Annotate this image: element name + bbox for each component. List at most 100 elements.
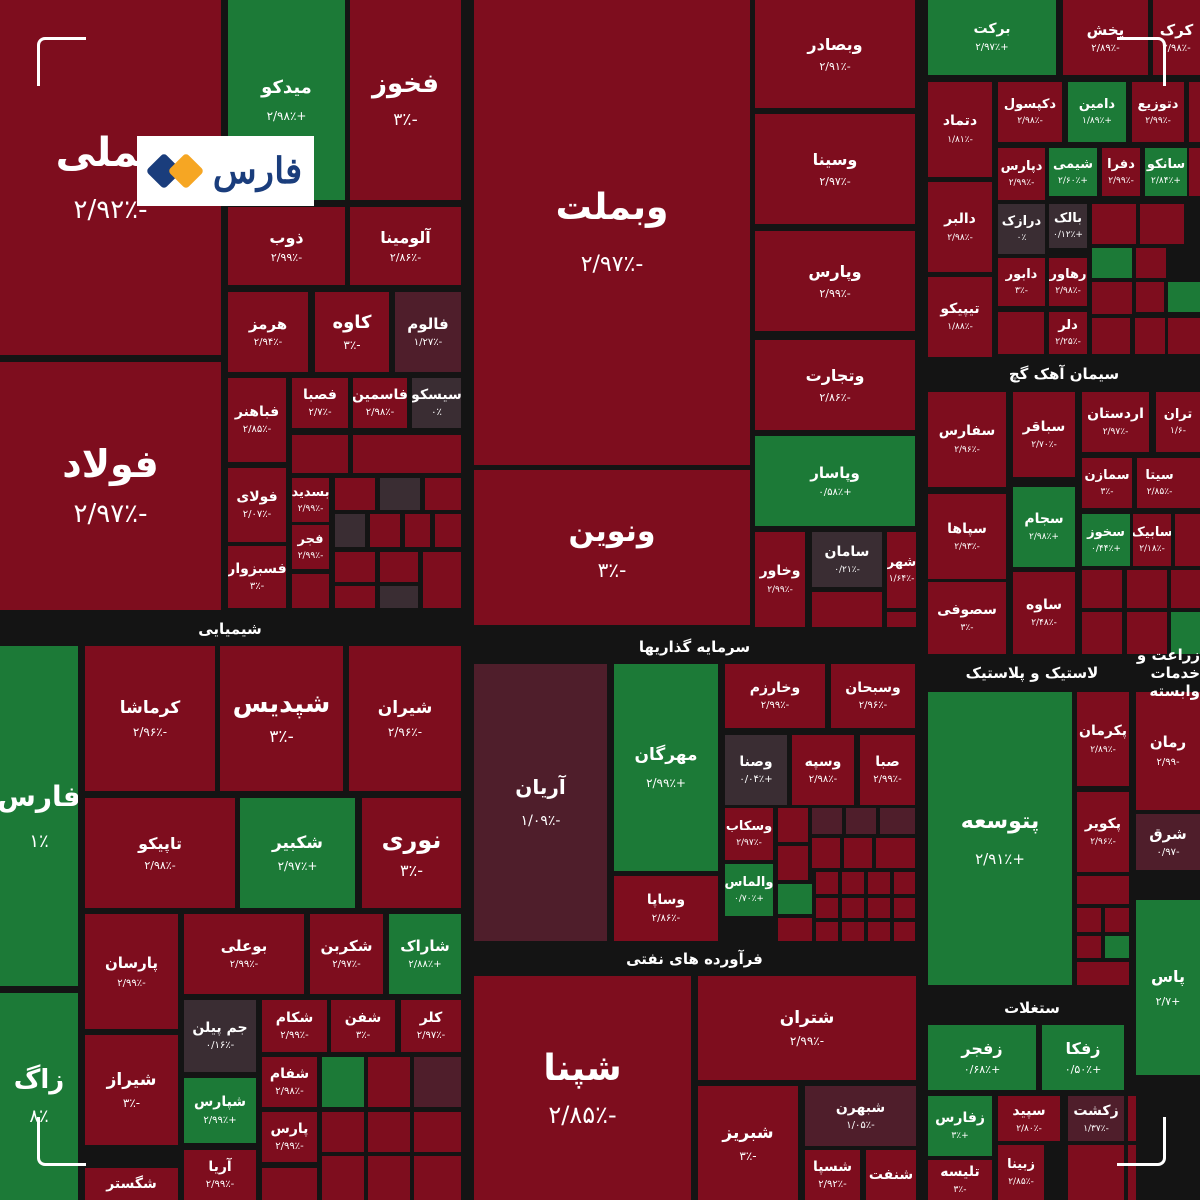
treemap-tile[interactable]: وصنا +۰/۰۴٪ [725,735,787,805]
treemap-tile[interactable]: جم پیلن -۰/۱۶٪ [184,1000,256,1072]
treemap-tile[interactable]: بالک +۰/۱۲٪ [1049,204,1087,248]
treemap-tile[interactable]: فسبزوار -۳٪ [228,546,286,608]
treemap-tile[interactable]: تران -۱/۶ [1156,392,1200,452]
treemap-tile[interactable]: سخوز +۰/۴۴٪ [1082,514,1130,566]
treemap-tile[interactable]: دتوزیع -۲/۹۹٪ [1132,82,1184,142]
treemap-tile[interactable]: دابور -۳٪ [998,258,1045,306]
treemap-tile[interactable]: وساپا -۲/۸۶٪ [614,876,718,941]
treemap-tile[interactable]: آریا -۲/۹۹٪ [184,1150,256,1200]
treemap-tile[interactable]: وسینا -۲/۹۷٪ [755,114,915,224]
treemap-tile[interactable]: شیراز -۳٪ [85,1035,178,1145]
treemap-tile[interactable]: دپارس -۲/۹۹٪ [998,148,1045,200]
treemap-tile[interactable]: وتجارت -۲/۸۶٪ [755,340,915,430]
treemap-tile[interactable]: شتران -۲/۹۹٪ [698,976,916,1080]
treemap-tile[interactable]: فاسمین -۲/۹۸٪ [353,378,407,428]
treemap-tile[interactable]: شسپا -۲/۹۲٪ [805,1150,860,1200]
treemap-tile[interactable]: تیپیکو -۱/۸۸٪ [928,277,992,357]
treemap-tile[interactable]: سامان -۰/۲۱٪ [812,532,882,587]
treemap-tile[interactable]: دفرا -۲/۹۹٪ [1102,148,1140,196]
treemap-tile[interactable]: نوری -۳٪ [362,798,461,908]
treemap-tile[interactable]: رمان -۲/۹۹ [1136,692,1200,810]
treemap-tile[interactable]: اردستان -۲/۹۷٪ [1082,392,1149,452]
treemap-tile[interactable]: شکبیر +۲/۹۷٪ [240,798,355,908]
treemap-tile[interactable]: هرمز -۲/۹۴٪ [228,292,308,372]
treemap-tile[interactable]: مهرگان +۲/۹۹٪ [614,664,718,871]
treemap-tile[interactable]: سصوفی -۳٪ [928,582,1006,654]
treemap-tile[interactable]: زکشت -۱/۳۷٪ [1068,1096,1124,1141]
treemap-tile[interactable]: آلومینا -۲/۸۶٪ [350,207,461,285]
treemap-tile[interactable]: فخوز -۳٪ [350,0,461,200]
treemap-tile[interactable]: پارسان -۲/۹۹٪ [85,914,178,1029]
treemap-tile[interactable]: بوعلی -۲/۹۹٪ [184,914,304,994]
treemap-tile[interactable]: زاگ ۸٪ [0,993,78,1200]
treemap-tile[interactable]: زبینا -۲/۸۵٪ [998,1145,1044,1200]
treemap-tile[interactable]: فجر -۲/۹۹٪ [292,525,329,569]
treemap-tile[interactable]: شکربن -۲/۹۷٪ [310,914,383,994]
treemap-tile[interactable]: کاوه -۳٪ [315,292,389,372]
treemap-tile[interactable]: سانکو +۲/۸۴٪ [1145,148,1187,196]
treemap-tile[interactable]: وخارزم -۲/۹۹٪ [725,664,825,728]
treemap-tile[interactable]: شبهرن -۱/۰۵٪ [805,1086,916,1146]
treemap-tile[interactable]: شیران -۲/۹۶٪ [349,646,461,791]
treemap-tile[interactable]: شفن -۳٪ [331,1000,395,1052]
treemap-tile[interactable]: شپارس +۲/۹۹٪ [184,1078,256,1143]
treemap-tile[interactable]: وپارس -۲/۹۹٪ [755,231,915,331]
treemap-tile[interactable]: زفارس +۳٪ [928,1096,992,1156]
treemap-tile[interactable]: تلیسه -۳٪ [928,1160,992,1200]
treemap-tile[interactable]: وبصادر -۲/۹۱٪ [755,0,915,108]
treemap-tile[interactable]: دلر -۲/۲۵٪ [1049,312,1087,354]
treemap-tile[interactable]: برکت +۲/۹۷٪ [928,0,1056,75]
treemap-tile[interactable]: شنفت [866,1150,916,1200]
treemap-tile[interactable]: شهر -۱/۶۴٪ [887,532,916,608]
treemap-tile[interactable]: ساوه -۲/۴۸٪ [1013,572,1075,654]
treemap-tile[interactable]: فباهنر -۲/۸۵٪ [228,378,286,462]
treemap-tile[interactable]: دکپسول -۲/۹۸٪ [998,82,1062,142]
treemap-tile[interactable]: فارس ۱٪ [0,646,78,986]
treemap-tile[interactable]: دتماد -۱/۸۱٪ [928,82,992,177]
treemap-tile[interactable]: شپدیس -۳٪ [220,646,343,791]
treemap-tile[interactable]: سفارس -۲/۹۶٪ [928,392,1006,487]
treemap-tile[interactable]: شپنا -۲/۸۵٪ [474,976,691,1200]
treemap-tile[interactable]: شرق -۰/۹۷ [1136,814,1200,870]
treemap-tile[interactable]: پکویر -۲/۹۶٪ [1077,792,1129,872]
treemap-tile[interactable]: شبریز -۳٪ [698,1086,798,1200]
treemap-tile[interactable]: وبملت -۲/۹۷٪ [474,0,750,465]
treemap-tile[interactable]: سباقر -۲/۷۰٪ [1013,392,1075,477]
treemap-tile[interactable]: سیسکو ۰٪ [412,378,461,428]
treemap-tile[interactable]: وخاور -۲/۹۹٪ [755,532,805,627]
treemap-tile[interactable]: زفکا +۰/۵۰٪ [1042,1025,1124,1090]
treemap-tile[interactable]: ونوین -۳٪ [474,470,750,625]
treemap-tile[interactable]: سپاها -۲/۹۳٪ [928,494,1006,579]
treemap-tile[interactable]: دامین +۱/۸۹٪ [1068,82,1126,142]
treemap-tile[interactable]: پتوسعه +۲/۹۱٪ [928,692,1072,985]
treemap-tile[interactable]: ذوب -۲/۹۹٪ [228,207,345,285]
treemap-tile[interactable]: پارس -۲/۹۹٪ [262,1112,317,1162]
treemap-tile[interactable]: سیتا -۲/۸۵٪ [1137,458,1182,508]
treemap-tile[interactable]: رهاور -۲/۹۸٪ [1049,258,1087,306]
treemap-tile[interactable]: شاراک +۲/۸۸٪ [389,914,461,994]
treemap-tile[interactable]: سابیک -۲/۱۸٪ [1133,514,1171,566]
treemap-tile[interactable]: فولای -۲/۰۷٪ [228,468,286,542]
treemap-tile[interactable]: وپاسار +۰/۵۸٪ [755,436,915,526]
treemap-tile[interactable]: بسدید -۲/۹۹٪ [292,478,329,522]
treemap-tile[interactable]: صبا -۲/۹۹٪ [860,735,915,805]
treemap-tile[interactable]: وسکاب -۲/۹۷٪ [725,808,773,860]
treemap-tile[interactable]: پکرمان -۲/۸۹٪ [1077,692,1129,786]
treemap-tile[interactable]: شیمی +۲/۶۰٪ [1049,148,1097,196]
treemap-tile[interactable]: فصبا -۲/۷٪ [292,378,348,428]
treemap-tile[interactable]: تاپیکو -۲/۹۸٪ [85,798,235,908]
treemap-tile[interactable]: آریان -۱/۰۹٪ [474,664,607,941]
treemap-tile[interactable]: شگستر [85,1168,178,1200]
treemap-tile[interactable]: دالبر -۲/۹۸٪ [928,182,992,272]
treemap-tile[interactable]: وسپه -۲/۹۸٪ [792,735,854,805]
treemap-tile[interactable]: سجام +۲/۹۸٪ [1013,487,1075,567]
treemap-tile[interactable]: سمازن -۳٪ [1082,458,1132,508]
treemap-tile[interactable]: وسبحان -۲/۹۶٪ [831,664,915,728]
treemap-tile[interactable]: زفجر +۰/۶۸٪ [928,1025,1036,1090]
treemap-tile[interactable]: شکام -۲/۹۹٪ [262,1000,327,1052]
treemap-tile[interactable]: فولاد -۲/۹۷٪ [0,362,221,610]
treemap-tile[interactable]: کرماشا -۲/۹۶٪ [85,646,215,791]
treemap-tile[interactable]: کلر -۲/۹۷٪ [401,1000,461,1052]
treemap-tile[interactable]: فالوم -۱/۲۷٪ [395,292,461,372]
treemap-tile[interactable]: پاس +۲/۷ [1136,900,1200,1075]
